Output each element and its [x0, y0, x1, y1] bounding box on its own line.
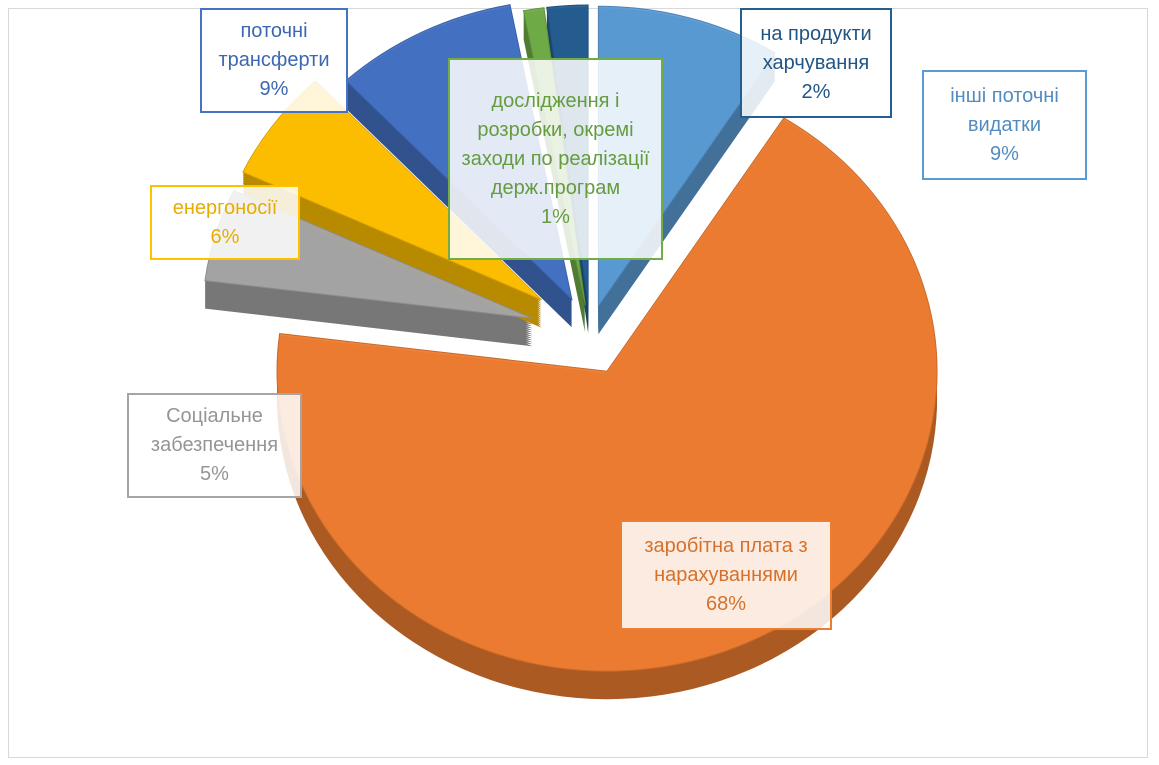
data-label: дослідження і розробки, окремі заходи по… — [448, 58, 663, 260]
category-label: на продукти харчування — [760, 22, 872, 74]
value-label: 1% — [541, 205, 570, 228]
value-label: 9% — [990, 142, 1019, 165]
category-label: заробітна плата з нарахуваннями — [644, 534, 808, 586]
data-label: енергоносії 6% — [150, 185, 300, 260]
category-label: інші поточні видатки — [950, 84, 1059, 136]
data-label: заробітна плата з нарахуваннями 68% — [620, 520, 832, 630]
data-label: Соціальне забезпечення 5% — [127, 393, 302, 498]
category-label: енергоносії — [172, 196, 278, 219]
data-label: на продукти харчування 2% — [740, 8, 892, 118]
category-label: Соціальне забезпечення — [150, 405, 279, 456]
category-label: поточні трансферти — [218, 20, 330, 71]
value-label: 5% — [200, 463, 229, 485]
data-label: поточні трансферти 9% — [200, 8, 348, 113]
value-label: 6% — [210, 225, 240, 248]
value-label: 68% — [705, 592, 747, 615]
value-label: 2% — [801, 80, 831, 103]
value-label: 9% — [259, 78, 289, 100]
data-label: інші поточні видатки 9% — [922, 70, 1087, 180]
category-label: дослідження і розробки, окремі заходи по… — [461, 89, 650, 199]
